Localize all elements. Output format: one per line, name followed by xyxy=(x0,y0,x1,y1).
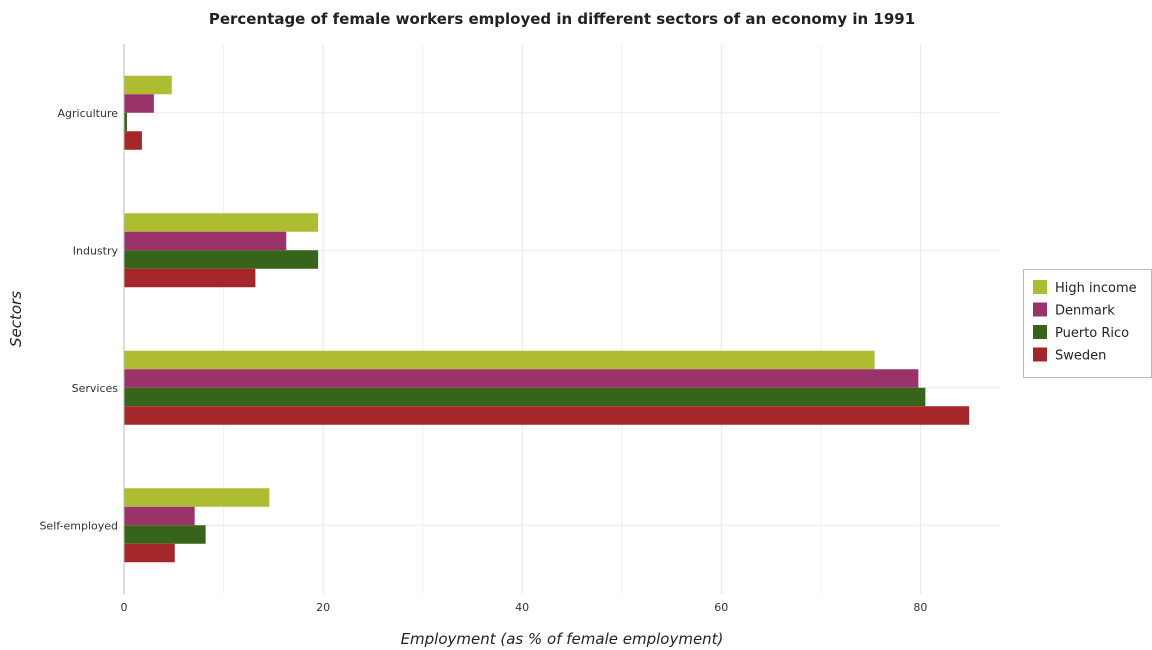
bar xyxy=(124,231,287,251)
bar xyxy=(124,406,970,425)
bar xyxy=(124,213,319,232)
x-tick-label: 20 xyxy=(316,601,330,614)
bar xyxy=(124,131,142,150)
bar xyxy=(124,387,926,407)
y-tick-label: Industry xyxy=(73,244,119,257)
bar xyxy=(124,250,319,269)
y-axis-label: Sectors xyxy=(7,291,25,347)
bar xyxy=(124,488,270,507)
bar xyxy=(124,369,919,388)
plot-area: 0 20 40 60 80 Agriculture Industry Services Self… xyxy=(39,44,1000,614)
x-axis-label: Employment (as % of female employment) xyxy=(401,630,724,648)
legend-label: Denmark xyxy=(1055,304,1115,319)
legend-swatch xyxy=(1033,302,1047,317)
legend: High income Denmark Puerto Rico Sweden xyxy=(1023,269,1152,378)
y-tick-label: Self-employed xyxy=(39,519,118,532)
bar xyxy=(124,268,256,288)
bar xyxy=(124,94,154,113)
bar xyxy=(124,350,875,370)
legend-label: Sweden xyxy=(1055,349,1106,364)
bar xyxy=(124,75,172,95)
chart-title: Percentage of female workers employed in… xyxy=(209,10,915,28)
bar xyxy=(124,112,127,132)
legend-swatch xyxy=(1033,280,1047,294)
legend-label: High income xyxy=(1055,281,1137,296)
y-tick-label: Services xyxy=(72,382,119,395)
bar xyxy=(124,543,175,563)
x-tick-label: 80 xyxy=(913,601,927,614)
y-tick-label: Agriculture xyxy=(58,107,119,120)
x-tick-label: 0 xyxy=(121,601,128,614)
legend-label: Puerto Rico xyxy=(1055,326,1129,341)
legend-swatch xyxy=(1033,347,1047,362)
bar xyxy=(124,525,206,544)
x-tick-label: 60 xyxy=(714,601,728,614)
bar xyxy=(124,506,195,526)
x-tick-label: 40 xyxy=(515,601,529,614)
legend-swatch xyxy=(1033,325,1047,339)
